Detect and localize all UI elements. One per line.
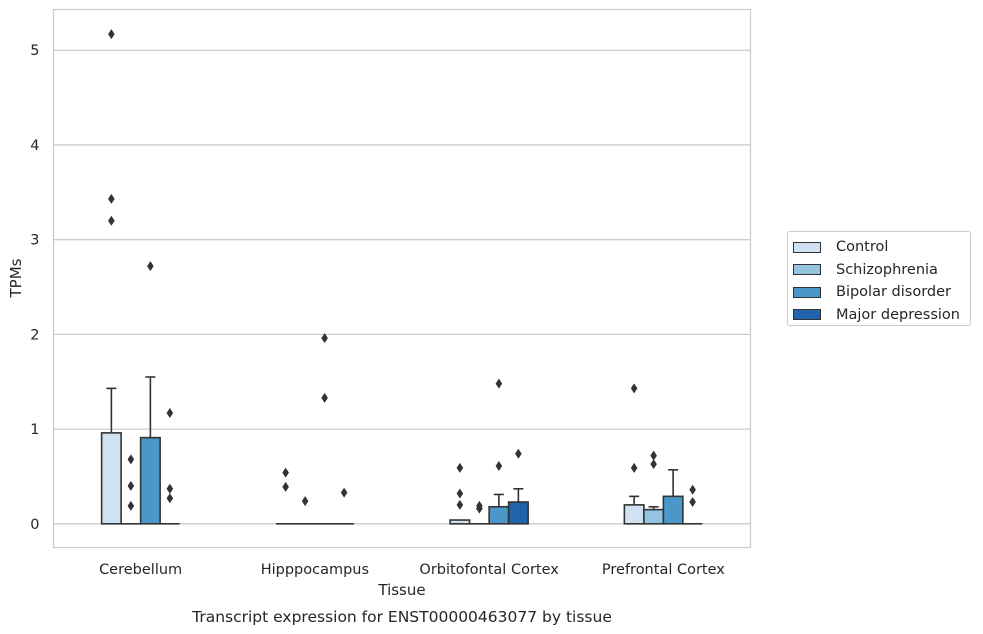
x-tick-label: Orbitofontal Cortex [419,562,559,578]
outlier-point [301,496,309,507]
outlier-point [650,459,657,470]
outliers [108,29,696,514]
outlier-point [108,215,115,226]
legend-swatch [793,264,821,276]
outlier-point [515,448,522,459]
outlier-point [495,461,503,472]
legend-label: Schizophrenia [836,261,938,278]
y-axis-label: TPMs [7,258,25,298]
bar [643,508,665,525]
y-tick-label: 4 [30,138,39,154]
legend-label: Major depression [836,306,960,323]
bar [662,495,684,525]
outlier-point [127,454,135,465]
outlier-point [689,497,696,508]
outlier-point [456,462,464,473]
bar [507,501,529,525]
legend-item-bipolar-disorder: Bipolar disorder [793,281,970,304]
legend-label: Control [836,239,889,256]
outlier-point [166,483,174,494]
outlier-point [108,29,115,40]
outlier-point [650,450,657,461]
bars [100,376,703,525]
outlier-point [127,480,135,491]
outlier-point [630,462,638,473]
outlier-point [147,261,154,272]
plot-frame [52,8,752,549]
outlier-point [340,487,348,498]
legend-item-schizophrenia: Schizophrenia [793,259,970,282]
outlier-point [166,408,174,418]
bar [488,505,510,525]
y-tick-label: 5 [30,43,39,59]
outlier-point [166,493,174,504]
legend: Control Schizophrenia Bipolar disorder M… [787,231,971,326]
y-tick-label: 1 [30,422,39,438]
y-tick-label: 3 [30,233,39,249]
bar [100,432,122,525]
outlier-point [282,481,289,492]
y-tick-label: 2 [30,327,39,343]
legend-swatch [793,309,821,321]
outlier-point [321,392,328,403]
legend-item-control: Control [793,236,970,259]
legend-swatch [793,286,821,298]
bar [623,504,645,525]
x-tick-label: Cerebellum [99,562,182,578]
x-tick-label: Prefrontal Cortex [602,562,725,578]
outlier-point [456,499,464,510]
bar [139,436,161,525]
y-tick-labels: 0 1 2 3 4 5 [30,43,39,533]
outlier-point [456,488,464,499]
x-axis-label: Tissue [377,581,425,599]
outlier-point [495,378,503,389]
legend-label: Bipolar disorder [836,284,951,301]
outlier-point [689,484,696,495]
chart-caption: Transcript expression for ENST0000046307… [191,608,612,626]
x-tick-labels: Cerebellum Hipppocampus Orbitofontal Corte… [99,562,725,578]
y-tick-label: 0 [30,517,39,533]
x-tick-label: Hipppocampus [261,562,369,578]
outlier-point [476,503,483,514]
outlier-point [630,383,638,394]
outlier-point [108,193,115,204]
bar [449,519,471,525]
outlier-point [127,500,135,511]
outlier-point [321,333,328,344]
outlier-point [282,467,289,478]
legend-item-major-depression: Major depression [793,304,970,327]
legend-swatch [793,241,821,253]
